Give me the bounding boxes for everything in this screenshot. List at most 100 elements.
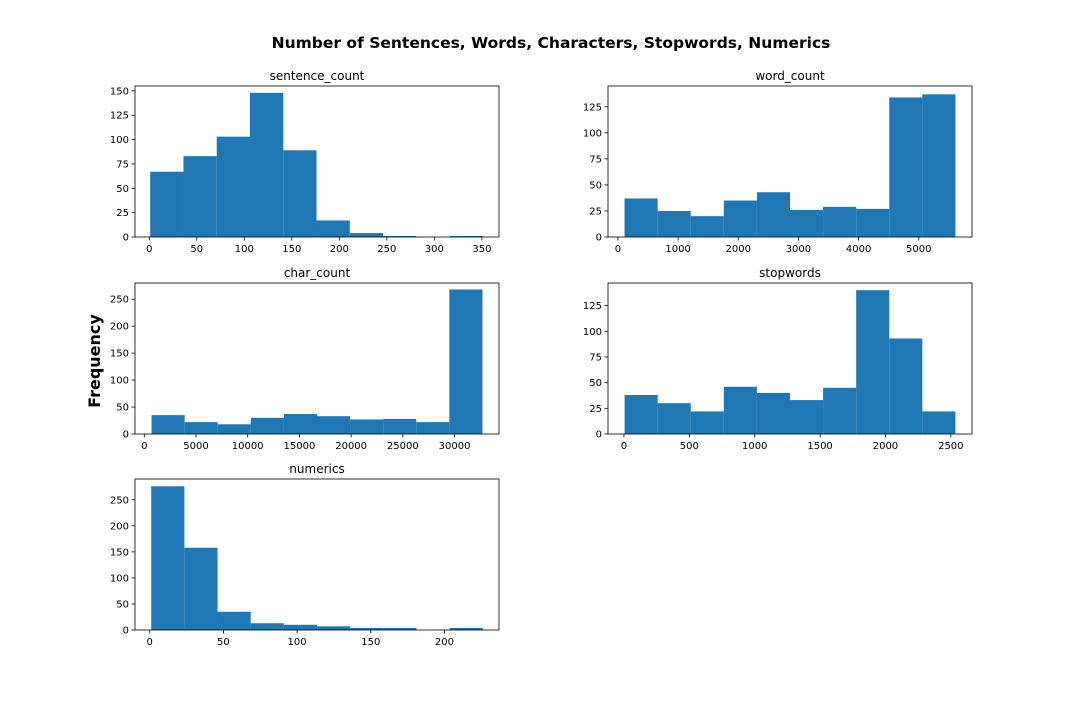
subplot-title: sentence_count [270,69,365,83]
y-tick-label: 200 [110,322,129,333]
y-tick-label: 25 [589,206,602,217]
histogram-bar [922,411,956,434]
x-tick-label: 50 [190,244,203,255]
histogram-bar [657,210,691,237]
histogram-bar [790,400,824,434]
figure-title: Number of Sentences, Words, Characters, … [272,34,831,52]
x-tick-label: 200 [330,244,349,255]
y-tick-label: 0 [123,626,129,637]
y-tick-label: 250 [110,295,129,306]
histogram-bar [889,338,923,434]
histogram-bar [624,198,658,237]
histogram-bar [217,611,251,630]
axes-frame [607,282,973,435]
subplot-title: numerics [289,462,344,476]
y-tick-label: 50 [589,378,602,389]
histogram-bar [217,424,251,434]
x-tick-label: 150 [282,244,301,255]
histogram-bar [317,416,351,434]
histogram-bar [250,92,284,237]
histogram-bar [723,386,757,434]
histogram-bar [889,97,923,238]
x-tick-label: 4000 [846,244,871,255]
x-tick-label: 50 [217,637,230,648]
x-tick-label: 500 [680,441,699,452]
x-tick-label: 2000 [873,441,898,452]
y-tick-label: 100 [583,327,602,338]
y-tick-label: 50 [116,403,129,414]
y-tick-label: 0 [596,233,602,244]
histogram-bar [856,208,890,237]
x-tick-label: 0 [141,441,147,452]
histogram-bar [449,289,483,434]
figure-ylabel: Frequency [85,314,104,408]
histogram-bar [823,206,857,237]
axes-frame [134,282,500,435]
x-tick-label: 2000 [726,244,751,255]
histogram-bar [416,422,450,434]
x-tick-label: 150 [361,637,380,648]
y-tick-label: 50 [116,599,129,610]
y-tick-label: 150 [110,547,129,558]
x-tick-label: 300 [425,244,444,255]
y-tick-label: 125 [583,102,602,113]
x-tick-label: 0 [621,441,627,452]
histogram-bar [316,220,350,237]
x-tick-label: 10000 [232,441,264,452]
histogram-bar [383,627,417,630]
y-tick-label: 75 [589,154,602,165]
y-tick-label: 100 [110,135,129,146]
x-tick-label: 5000 [906,244,931,255]
y-tick-label: 100 [110,376,129,387]
histogram-bar [690,216,724,237]
x-tick-label: 200 [435,637,454,648]
x-tick-label: 350 [472,244,491,255]
axes-frame [607,85,973,238]
x-tick-label: 1000 [665,244,690,255]
y-tick-label: 200 [110,521,129,532]
x-tick-label: 2500 [938,441,963,452]
y-tick-label: 250 [110,495,129,506]
subplot-numerics: numerics 0 50 100 150 200 0 50 100 150 200 250 [110,462,500,648]
x-tick-label: 1500 [807,441,832,452]
x-tick-label: 100 [235,244,254,255]
histogram-bar [283,150,317,237]
histogram-bar [250,417,284,434]
x-tick-label: 1000 [742,441,767,452]
histogram-bar [383,418,417,434]
x-tick-label: 20000 [335,441,367,452]
histogram-bar [383,236,417,237]
subplot-char_count: char_count 0 5000 10000 15000 20000 25000 30000… [110,266,500,452]
x-tick-label: 5000 [183,441,208,452]
y-tick-label: 75 [116,159,129,170]
y-tick-label: 75 [589,352,602,363]
y-tick-label: 50 [116,184,129,195]
histogram-bar [922,94,956,237]
histogram-bar [350,419,384,434]
x-tick-label: 0 [146,244,152,255]
histogram-bar [283,414,317,434]
histogram-bar [283,624,317,630]
y-tick-label: 100 [583,128,602,139]
y-tick-label: 0 [123,233,129,244]
histogram-bar [624,394,658,434]
x-tick-label: 100 [288,637,307,648]
histogram-bar [790,209,824,237]
subplot-title: stopwords [759,266,821,280]
histogram-bar [823,387,857,434]
histogram-bar [756,392,790,434]
histogram-bar [856,290,890,434]
y-tick-label: 125 [110,111,129,122]
subplots: sentence_count 0 50 100 150 200 250 300 350 0 25 50… [110,69,973,648]
axes-frame [134,478,500,631]
x-tick-label: 0 [615,244,621,255]
x-tick-label: 0 [147,637,153,648]
histogram-bar [723,200,757,237]
subplot-word_count: word_count 0 1000 2000 3000 4000 5000 0 25 50 75 10… [583,69,973,255]
x-tick-label: 25000 [387,441,419,452]
y-tick-label: 125 [583,301,602,312]
subplot-title: word_count [755,69,825,83]
y-tick-label: 0 [123,430,129,441]
y-tick-label: 0 [596,430,602,441]
